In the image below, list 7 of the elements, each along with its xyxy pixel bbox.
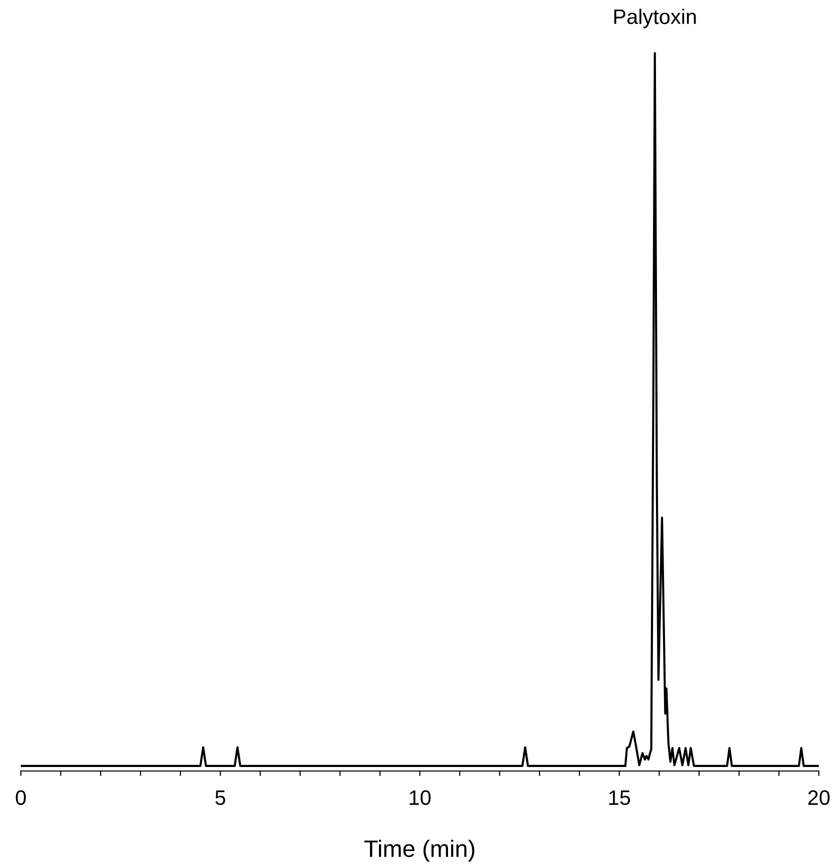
x-tick-label: 0 <box>16 790 26 806</box>
x-tick-label: 5 <box>215 790 226 806</box>
x-tick-label: 15 <box>609 790 630 806</box>
x-axis-title: Time (min) <box>364 840 474 862</box>
annotation: Palytoxin <box>614 8 696 28</box>
x-tick-label: 10 <box>410 790 431 806</box>
x-tick-label: 20 <box>808 790 830 806</box>
